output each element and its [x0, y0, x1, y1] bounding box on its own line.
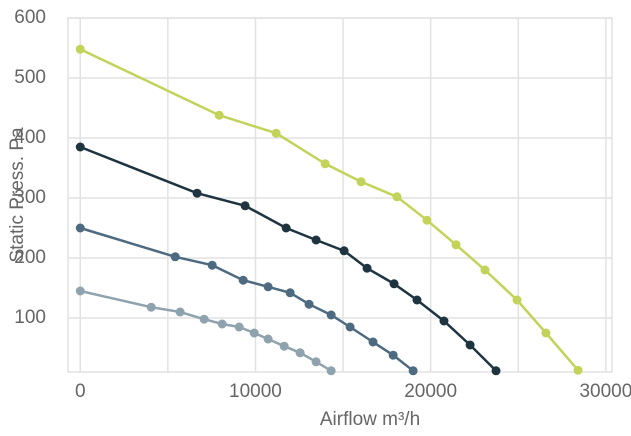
data-point [238, 275, 248, 285]
series-line [79, 289, 332, 372]
data-point [368, 337, 378, 347]
data-point [146, 302, 156, 312]
data-point [345, 322, 355, 332]
data-point [263, 334, 273, 344]
y-tick-label: 300 [14, 187, 46, 208]
data-point [279, 341, 289, 351]
x-tick-label: 10000 [229, 381, 282, 402]
data-point [263, 282, 273, 292]
y-tick-label: 100 [14, 307, 46, 328]
data-point [412, 295, 422, 305]
data-point [326, 310, 336, 320]
data-point [392, 192, 402, 202]
data-point [214, 110, 224, 120]
data-point [326, 366, 336, 376]
data-point [175, 307, 185, 317]
data-point [362, 263, 372, 273]
data-point [480, 265, 490, 275]
data-point [311, 357, 321, 367]
data-point [285, 288, 295, 298]
data-point [75, 286, 85, 296]
data-point [192, 188, 202, 198]
data-point [320, 159, 330, 169]
y-tick-label: 400 [14, 127, 46, 148]
x-tick-label: 30000 [579, 381, 631, 402]
y-axis-label: Static Press. Pa [7, 127, 28, 263]
data-point [408, 366, 418, 376]
data-point [339, 246, 349, 256]
data-point [295, 348, 305, 358]
data-point [304, 299, 314, 309]
plot-frame [67, 17, 613, 373]
data-point [465, 340, 475, 350]
data-point [422, 215, 432, 225]
x-axis-label: Airflow m³/h [320, 409, 420, 430]
series-line [79, 48, 579, 372]
data-point [75, 44, 85, 54]
data-point [75, 223, 85, 233]
data-point [271, 128, 281, 138]
data-point [249, 328, 259, 338]
data-point [234, 322, 244, 332]
data-point [512, 295, 522, 305]
data-point [541, 328, 551, 338]
data-point [388, 350, 398, 360]
x-tick-label: 0 [75, 381, 86, 402]
data-point [311, 235, 321, 245]
data-point [491, 366, 501, 376]
data-point [75, 142, 85, 152]
data-point [207, 260, 217, 270]
data-point [240, 201, 250, 211]
data-point [389, 279, 399, 289]
data-point [199, 314, 209, 324]
data-point [281, 223, 291, 233]
data-point [573, 365, 583, 375]
data-point [451, 240, 461, 250]
y-tick-label: 500 [14, 67, 46, 88]
data-point [217, 319, 227, 329]
data-point [439, 316, 449, 326]
y-tick-label: 200 [14, 247, 46, 268]
data-point [356, 177, 366, 187]
y-tick-label: 600 [14, 7, 46, 28]
series-line [79, 145, 497, 372]
data-point [170, 252, 180, 262]
series-line [79, 226, 414, 372]
x-tick-label: 20000 [404, 381, 457, 402]
